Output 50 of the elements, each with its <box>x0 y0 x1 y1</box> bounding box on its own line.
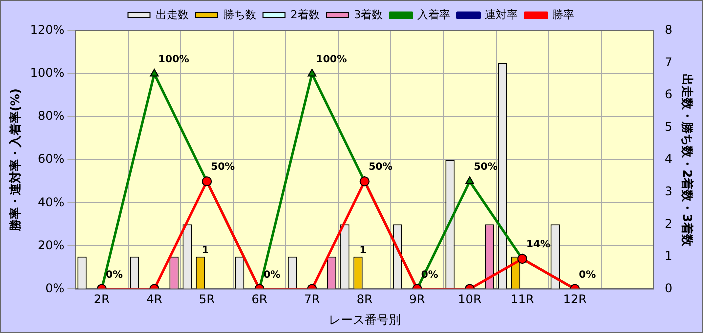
x-tick-label: 9R <box>409 292 426 307</box>
point <box>466 176 474 184</box>
y-tick-label: 60% <box>38 152 65 166</box>
legend-label: 連対率 <box>485 8 518 22</box>
data-label: 100% <box>316 54 348 66</box>
y-tick-label: 80% <box>38 109 65 124</box>
data-label: 50% <box>211 162 236 174</box>
y-axis-title: 勝率・連対率・入着率(%) <box>8 88 22 233</box>
legend-label: 2着数 <box>290 8 320 22</box>
y2-tick-label: 4 <box>664 152 673 166</box>
data-label: 50% <box>474 162 498 174</box>
point <box>150 69 159 77</box>
x-axis-title: レース番号別 <box>328 312 401 327</box>
x-tick-label: 4R <box>146 292 163 307</box>
y-tick-label: 40% <box>38 195 65 210</box>
data-label: 100% <box>158 54 190 66</box>
legend-label: 勝率 <box>552 8 575 22</box>
x-tick-label: 6R <box>252 292 268 307</box>
y-tick-label: 20% <box>38 238 65 252</box>
x-tick-label: 7R <box>304 292 320 307</box>
x-tick-label: 5R <box>199 292 216 307</box>
y2-tick-label: 0 <box>664 281 673 296</box>
legend-label: 入着率 <box>418 8 451 22</box>
y-tick-label: 120% <box>30 23 65 38</box>
x-tick-label: 10R <box>458 292 482 307</box>
data-label: 1 <box>360 246 367 257</box>
x-tick-label: 8R <box>356 292 373 307</box>
y2-tick-label: 7 <box>664 55 673 70</box>
y-tick-label: 100% <box>30 66 65 80</box>
y2-tick-label: 1 <box>664 249 673 264</box>
legend-label: 勝ち数 <box>223 8 256 22</box>
x-tick-label: 2R <box>94 292 110 307</box>
x-tick-label: 12R <box>563 292 587 307</box>
y2-axis-title: 出走数・勝ち数・2着数・3着数 <box>680 74 695 248</box>
y2-tick-label: 8 <box>664 23 673 38</box>
data-label: 0% <box>106 270 123 281</box>
data-label: 50% <box>368 162 393 174</box>
data-label: 0% <box>579 270 596 281</box>
data-label: 14% <box>526 240 550 251</box>
data-label: 0% <box>264 270 281 281</box>
legend-label: 3着数 <box>354 8 384 22</box>
y-tick-label: 0% <box>46 281 65 296</box>
point <box>308 69 317 77</box>
y2-tick-label: 3 <box>664 184 673 198</box>
legend-label: 出走数 <box>156 8 189 22</box>
data-label: 1 <box>202 246 210 257</box>
y2-tick-label: 5 <box>664 120 673 134</box>
y2-tick-label: 2 <box>664 216 673 231</box>
y2-tick-label: 6 <box>664 88 673 102</box>
x-tick-label: 11R <box>510 292 534 307</box>
